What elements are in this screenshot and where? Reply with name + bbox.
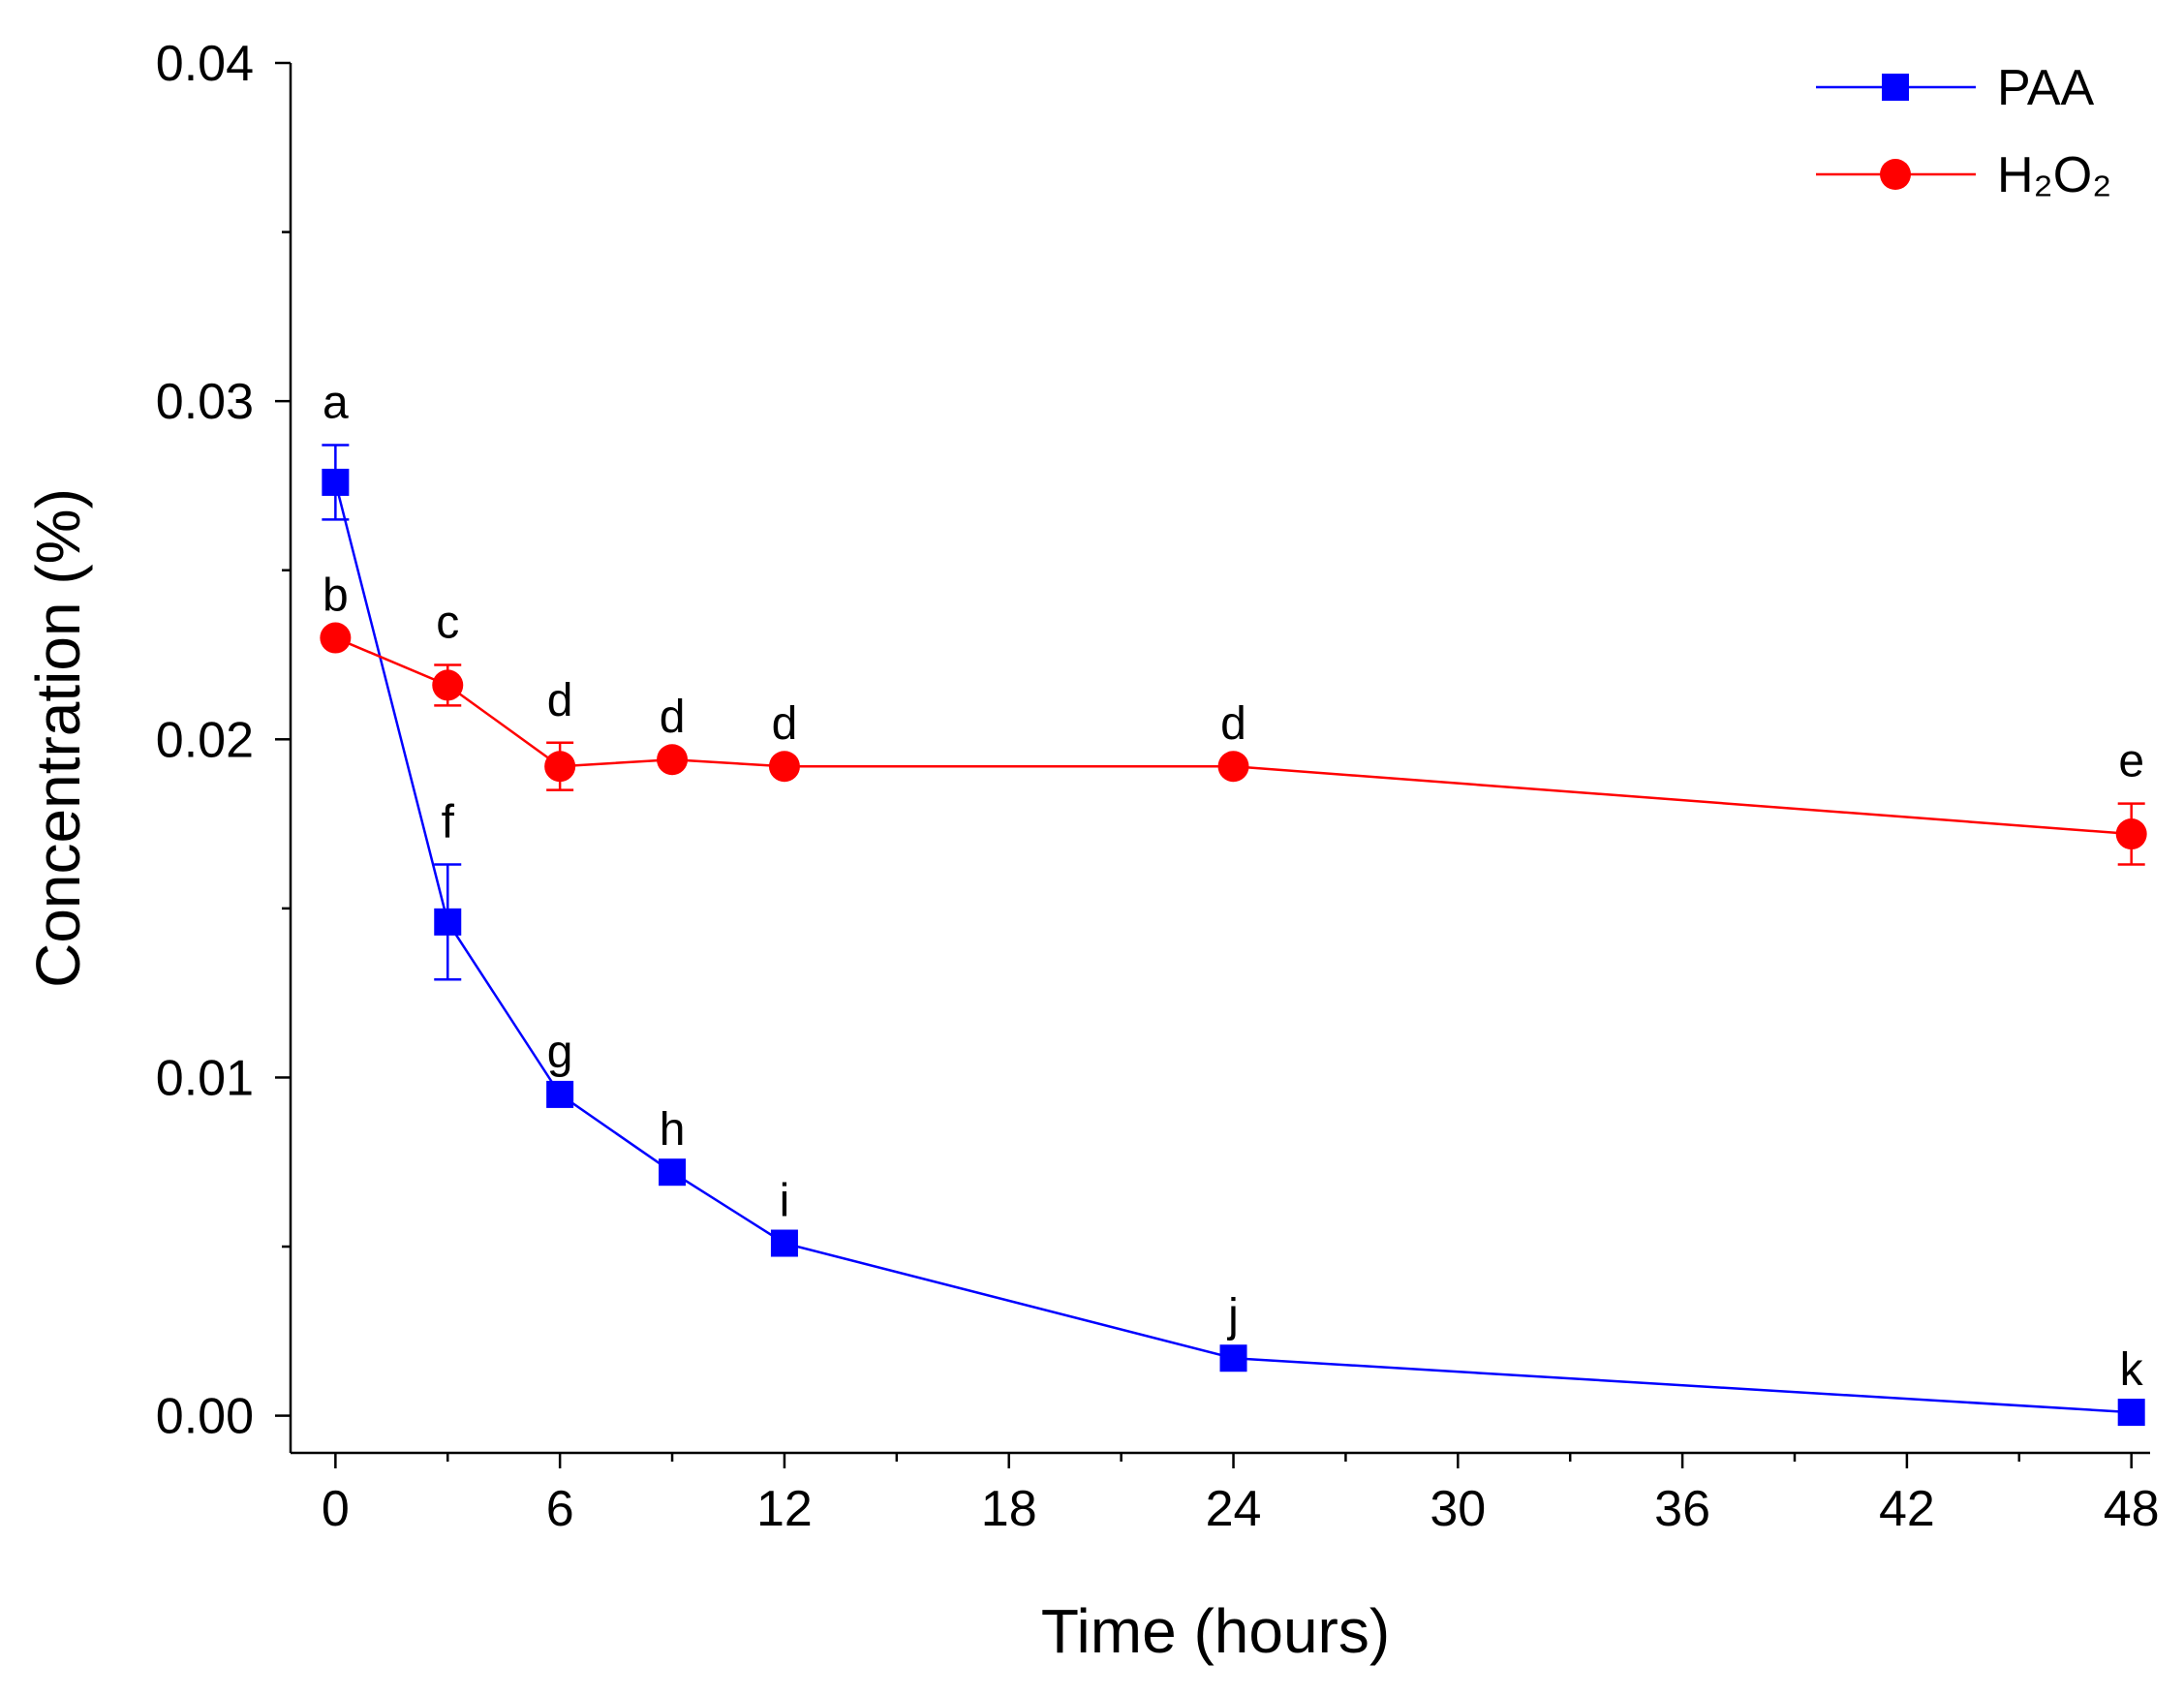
data-point — [657, 744, 689, 776]
point-label: d — [547, 675, 573, 726]
point-label: d — [660, 692, 686, 743]
data-point — [320, 622, 352, 654]
y-tick-label: 0.04 — [156, 36, 254, 92]
data-point — [546, 1080, 574, 1108]
legend: PAA H₂O₂ — [1816, 60, 2111, 203]
legend-item: PAA — [1816, 60, 2095, 116]
data-point — [2117, 1399, 2145, 1427]
x-tick-label: 6 — [546, 1481, 574, 1537]
x-tick-label: 24 — [1206, 1481, 1262, 1537]
point-label: g — [547, 1027, 573, 1078]
point-label: k — [2120, 1344, 2144, 1396]
point-label: h — [660, 1104, 686, 1156]
data-point — [322, 468, 350, 496]
data-point — [659, 1158, 687, 1187]
data-point — [432, 669, 464, 701]
x-tick-label: 42 — [1879, 1481, 1935, 1537]
x-tick-label: 48 — [2104, 1481, 2160, 1537]
data-point — [2115, 818, 2147, 850]
legend-marker — [1880, 159, 1911, 190]
x-tick-label: 18 — [981, 1481, 1037, 1537]
series-layer — [320, 444, 2147, 1427]
y-tick-label: 0.00 — [156, 1389, 254, 1445]
point-label: f — [442, 796, 455, 848]
series-PAA — [322, 444, 2145, 1427]
point-labels: a f g h i j k b c d d d d e — [323, 378, 2144, 1397]
x-axis-title: Time (hours) — [1041, 1596, 1390, 1666]
point-label: j — [1226, 1290, 1239, 1341]
series-H₂O₂ — [320, 622, 2147, 866]
series-line — [334, 481, 2132, 1414]
data-point — [434, 908, 462, 936]
x-tick-label: 30 — [1430, 1481, 1486, 1537]
y-tick-label: 0.03 — [156, 374, 254, 430]
point-label: c — [436, 597, 459, 648]
data-point — [544, 751, 576, 783]
point-label: d — [772, 698, 798, 750]
data-point — [770, 1229, 798, 1257]
y-tick-label: 0.02 — [156, 712, 254, 768]
point-label: i — [780, 1176, 790, 1227]
data-point — [768, 751, 800, 783]
point-label: d — [1220, 698, 1246, 750]
x-tick-label: 36 — [1654, 1481, 1710, 1537]
x-tick-label: 0 — [322, 1481, 350, 1537]
legend-label: PAA — [1997, 60, 2095, 116]
y-tick-label: 0.01 — [156, 1050, 254, 1106]
point-label: b — [323, 570, 349, 622]
y-axis-title: Concentration (%) — [23, 488, 93, 988]
data-point — [1217, 751, 1249, 783]
point-label: a — [323, 378, 349, 429]
axes: 0.00 0.01 0.02 0.03 0.04 0 6 12 18 24 30 36 42 48 — [156, 36, 2160, 1537]
legend-item: H₂O₂ — [1816, 147, 2111, 203]
point-label: e — [2118, 736, 2144, 787]
legend-marker — [1882, 74, 1909, 101]
x-tick-label: 12 — [756, 1481, 813, 1537]
legend-label: H₂O₂ — [1997, 147, 2111, 203]
data-point — [1219, 1344, 1247, 1372]
